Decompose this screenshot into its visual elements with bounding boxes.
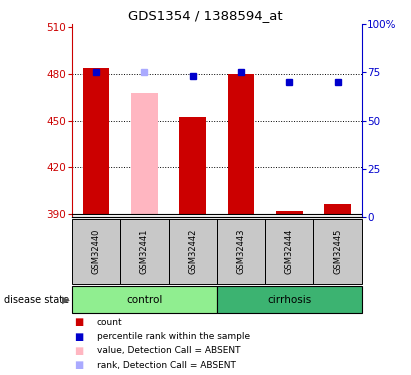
Text: GSM32440: GSM32440 (92, 229, 101, 274)
Text: GSM32445: GSM32445 (333, 229, 342, 274)
Text: GDS1354 / 1388594_at: GDS1354 / 1388594_at (128, 9, 283, 22)
Text: rank, Detection Call = ABSENT: rank, Detection Call = ABSENT (97, 361, 236, 370)
Bar (72, 219, 120, 284)
Bar (169, 219, 217, 284)
Text: control: control (126, 295, 163, 304)
Bar (217, 219, 265, 284)
Text: ■: ■ (74, 346, 83, 356)
Bar (228, 74, 254, 214)
Text: disease state: disease state (4, 295, 69, 304)
Text: GSM32443: GSM32443 (236, 229, 245, 274)
Text: value, Detection Call = ABSENT: value, Detection Call = ABSENT (97, 346, 240, 355)
Text: percentile rank within the sample: percentile rank within the sample (97, 332, 250, 341)
Text: ■: ■ (74, 360, 83, 370)
Bar (83, 68, 109, 214)
Bar (72, 286, 217, 313)
Bar (324, 204, 351, 214)
Text: GSM32441: GSM32441 (140, 229, 149, 274)
Bar (314, 219, 362, 284)
Text: ■: ■ (74, 332, 83, 342)
Bar (217, 286, 362, 313)
Bar (131, 93, 158, 214)
Text: GSM32444: GSM32444 (285, 229, 294, 274)
Text: GSM32442: GSM32442 (188, 229, 197, 274)
Text: count: count (97, 318, 122, 327)
Bar (179, 117, 206, 214)
Text: ■: ■ (74, 318, 83, 327)
Text: cirrhosis: cirrhosis (267, 295, 312, 304)
Bar (120, 219, 169, 284)
Bar (265, 219, 314, 284)
Bar (276, 210, 302, 214)
Text: ▶: ▶ (62, 295, 70, 304)
